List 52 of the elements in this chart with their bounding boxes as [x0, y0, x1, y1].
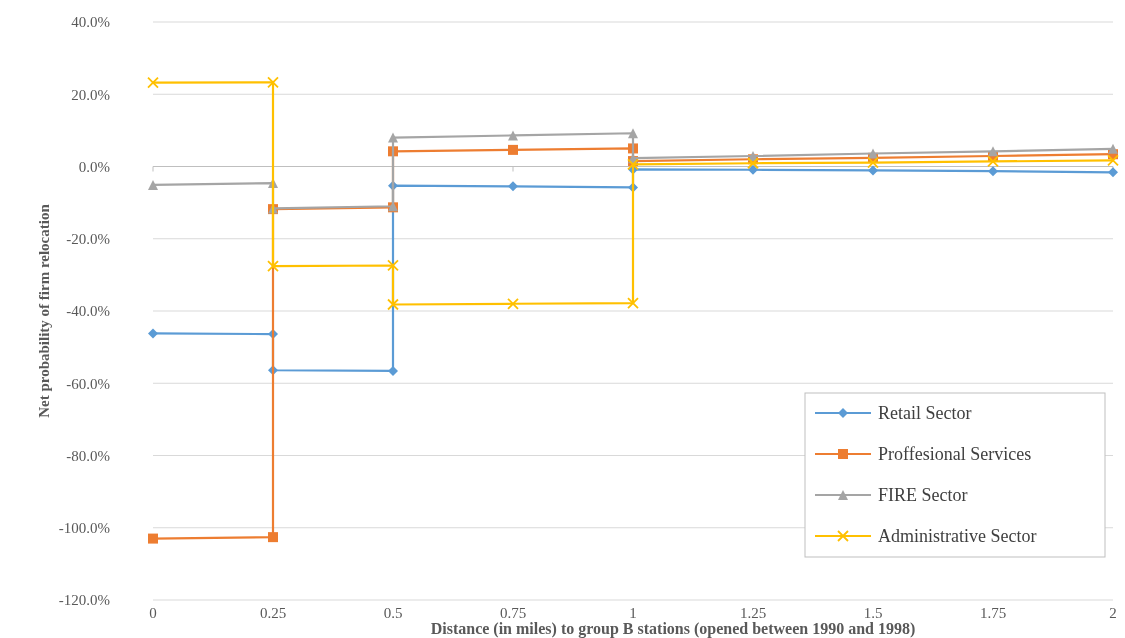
legend-label: Administrative Sector [878, 526, 1037, 547]
x-tick-label: 0.25 [259, 605, 287, 621]
y-tick-label: 40.0% [71, 14, 110, 31]
x-tick-label: 1.5 [863, 605, 883, 621]
point [1108, 143, 1118, 154]
point [748, 164, 758, 175]
legend-label: Proffesional Services [878, 444, 1032, 465]
x-axis-title: Distance (in miles) to group B stations (opened between 1990 and 1998) [430, 620, 916, 638]
point [867, 156, 879, 169]
point [987, 155, 999, 168]
point [387, 298, 399, 311]
point [148, 179, 158, 190]
legend-label: Retail Sector [878, 403, 972, 424]
x-tick-label: 0.75 [499, 605, 527, 621]
legend-label: FIRE Sector [878, 485, 968, 506]
point [387, 259, 399, 272]
point [1108, 167, 1118, 178]
y-axis-title: Net probability of firm relocation [36, 203, 52, 418]
x-tick-label: 1.25 [739, 605, 767, 621]
point [988, 166, 998, 177]
point [148, 328, 158, 339]
point [388, 132, 398, 143]
x-tick-label: 2 [1109, 605, 1117, 621]
point [507, 297, 519, 310]
point [868, 165, 878, 176]
point [268, 532, 278, 543]
point [988, 146, 998, 157]
y-tick-label: 20.0% [71, 86, 110, 103]
x-tick-label: 0 [149, 605, 157, 621]
y-tick-label: -80.0% [66, 447, 110, 464]
point [508, 181, 518, 192]
y-tick-label: -120.0% [58, 592, 110, 609]
point [148, 533, 158, 544]
point [868, 148, 878, 159]
y-tick-label: 0.0% [78, 158, 110, 175]
point [508, 144, 518, 155]
y-tick-label: -100.0% [58, 520, 110, 536]
point [1107, 154, 1119, 167]
x-tick-label: 1.75 [979, 605, 1007, 621]
y-tick-label: -40.0% [66, 303, 110, 320]
point [627, 158, 639, 171]
x-tick-label: 0.5 [383, 605, 403, 621]
point [267, 76, 279, 89]
y-tick-label: -60.0% [66, 375, 110, 392]
point [747, 157, 759, 170]
point [147, 76, 159, 89]
point [628, 128, 638, 139]
x-tick-label: 1 [629, 605, 637, 621]
y-tick-label: -20.0% [66, 231, 110, 247]
point [627, 297, 639, 309]
point [267, 260, 279, 273]
point [508, 130, 518, 141]
